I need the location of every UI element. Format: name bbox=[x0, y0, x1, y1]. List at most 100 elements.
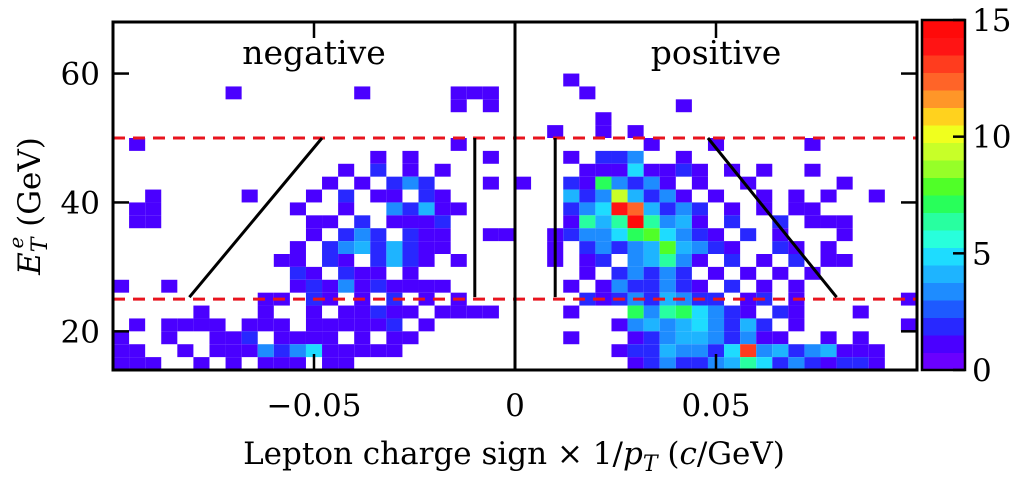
heatmap-cell bbox=[643, 202, 660, 216]
heatmap-cell bbox=[627, 318, 644, 332]
selection-line bbox=[188, 137, 324, 299]
heatmap-cell bbox=[804, 202, 821, 216]
heatmap-cell bbox=[434, 279, 451, 293]
heatmap-cell bbox=[386, 176, 403, 190]
heatmap-cell bbox=[482, 99, 499, 113]
heatmap-cell bbox=[305, 189, 323, 203]
heatmap-cell bbox=[305, 318, 323, 332]
heatmap-cell bbox=[563, 73, 580, 87]
heatmap-cell bbox=[595, 254, 612, 267]
region-labels: negative positive bbox=[242, 33, 781, 72]
heatmap-cell bbox=[659, 344, 676, 358]
heatmap-cell bbox=[241, 189, 258, 203]
heatmap-cell bbox=[643, 292, 660, 306]
selection-line bbox=[706, 137, 838, 299]
heatmap-cell bbox=[241, 331, 258, 345]
heatmap-cell bbox=[627, 176, 644, 190]
heatmap-cell bbox=[595, 163, 612, 177]
heatmap-cell bbox=[691, 202, 708, 216]
heatmap-cell bbox=[627, 215, 644, 229]
heatmap-cell bbox=[627, 125, 644, 138]
heatmap-cell bbox=[804, 138, 821, 151]
heatmap-cell bbox=[740, 176, 757, 190]
heatmap-cell bbox=[289, 266, 306, 280]
heatmap-cell bbox=[161, 318, 178, 332]
heatmap-cell bbox=[579, 292, 596, 306]
heatmap-cell bbox=[482, 86, 499, 100]
heatmap-cell bbox=[177, 344, 194, 358]
heatmap-cell bbox=[627, 163, 644, 177]
heatmap-cell bbox=[836, 176, 853, 190]
heatmap-cell bbox=[627, 150, 644, 164]
colorbar-segment bbox=[922, 212, 965, 231]
heatmap-cell bbox=[707, 228, 725, 242]
heatmap-cell bbox=[257, 292, 274, 306]
heatmap-cell bbox=[820, 215, 837, 229]
heatmap-cell bbox=[675, 279, 692, 293]
x-axis-title: Lepton charge sign × 1/pT (c/GeV) bbox=[243, 436, 785, 477]
heatmap-cell bbox=[386, 344, 403, 358]
heatmap-cell bbox=[595, 279, 612, 293]
heatmap-cell bbox=[257, 357, 274, 370]
heatmap-cell bbox=[273, 331, 290, 345]
heatmap-cell bbox=[273, 344, 290, 358]
heatmap-cell bbox=[322, 279, 339, 293]
heatmap-cell bbox=[675, 331, 692, 345]
heatmap-cell bbox=[756, 318, 773, 332]
colorbar-segment bbox=[922, 195, 965, 213]
heatmap-cell bbox=[595, 228, 612, 242]
heatmap-cell bbox=[659, 202, 676, 216]
colorbar-segment bbox=[922, 125, 965, 143]
heatmap-cell bbox=[772, 241, 789, 254]
heatmap-cell bbox=[627, 189, 644, 203]
heatmap-cell bbox=[386, 305, 403, 319]
heatmap-cell bbox=[820, 331, 837, 345]
colorbar-segment bbox=[922, 317, 965, 336]
heatmap-cell bbox=[338, 254, 355, 267]
heatmap-cell bbox=[515, 176, 532, 190]
heatmap-cell bbox=[707, 318, 725, 332]
heatmap-cell bbox=[177, 318, 194, 332]
colorbar-segment bbox=[922, 107, 965, 126]
heatmap-cell bbox=[756, 254, 773, 267]
heatmap-cell bbox=[322, 357, 339, 370]
heatmap-cell bbox=[563, 202, 580, 216]
heatmap-cell bbox=[547, 125, 564, 138]
heatmap-cell bbox=[788, 189, 805, 203]
heatmap-cell bbox=[788, 357, 805, 370]
heatmap-cell bbox=[643, 215, 660, 229]
heatmap-cell bbox=[579, 163, 596, 177]
heatmap-cell bbox=[370, 279, 387, 293]
heatmap-cell bbox=[241, 344, 258, 358]
heatmap-cell bbox=[289, 279, 306, 293]
colorbar-segment bbox=[922, 247, 965, 266]
heatmap-cell bbox=[418, 254, 435, 267]
x-tick-label: 0 bbox=[505, 388, 525, 424]
heatmap-cell bbox=[675, 202, 692, 216]
heatmap-cell bbox=[707, 344, 725, 358]
heatmap-cell bbox=[273, 254, 290, 267]
heatmap-cell bbox=[386, 331, 403, 345]
heatmap-cell bbox=[772, 357, 789, 370]
heatmap-cell bbox=[354, 331, 371, 345]
heatmap-cell bbox=[852, 331, 869, 345]
heatmap-cell bbox=[450, 254, 467, 267]
heatmap-cell bbox=[659, 228, 676, 242]
colorbar-tick-label: 15 bbox=[972, 3, 1011, 39]
heatmap-cell bbox=[852, 357, 869, 370]
heatmap-cell bbox=[354, 266, 371, 280]
heatmap-cell bbox=[161, 279, 178, 293]
colorbar-segment bbox=[922, 72, 965, 91]
heatmap-cell bbox=[482, 305, 499, 319]
heatmap-cell bbox=[322, 331, 339, 345]
heatmap-cell bbox=[563, 176, 580, 190]
heatmap-cell bbox=[659, 305, 676, 319]
heatmap-cells bbox=[113, 73, 917, 370]
heatmap-cell bbox=[691, 279, 708, 293]
heatmap-cell bbox=[691, 344, 708, 358]
region-label: positive bbox=[651, 33, 781, 72]
heatmap-cell bbox=[289, 331, 306, 345]
heatmap-cell bbox=[707, 266, 725, 280]
heatmap-cell bbox=[756, 344, 773, 358]
